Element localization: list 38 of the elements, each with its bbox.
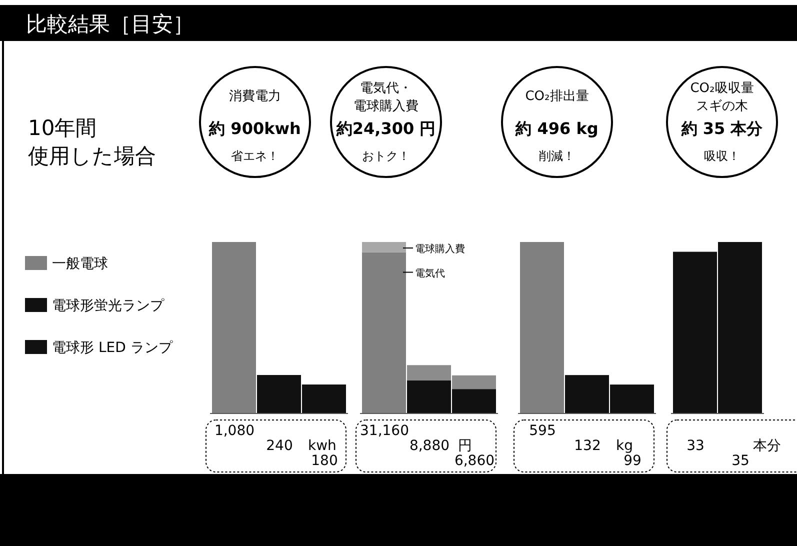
text: 約 900kwh xyxy=(208,119,301,138)
text: 比較結果［目安］ xyxy=(26,12,194,36)
bar xyxy=(362,242,406,252)
chart-title: 消費電力 xyxy=(229,89,281,104)
text: kg xyxy=(616,438,633,454)
text: 省エネ！ xyxy=(231,149,279,163)
data-label: 1,080 xyxy=(214,423,255,439)
text: 本分 xyxy=(753,438,781,454)
text: 円 xyxy=(458,438,472,454)
data-label: 99 xyxy=(624,453,642,469)
text: 削減！ xyxy=(539,149,575,163)
data-label: 240 xyxy=(266,438,293,454)
text: 約 35 本分 xyxy=(680,119,764,138)
data-label: 180 xyxy=(311,453,338,469)
chart-subtitle: 電球購入費 xyxy=(354,99,418,114)
text: 8,880 xyxy=(409,438,450,454)
chart-title: CO₂排出量 xyxy=(525,89,589,104)
text: 使用した場合 xyxy=(28,144,156,168)
text: 吸収！ xyxy=(704,149,740,163)
legend-label: 電球形蛍光ランプ xyxy=(52,298,165,314)
chart-title: CO₂吸収量 xyxy=(690,81,754,96)
chart-subtitle: スギの木 xyxy=(696,99,748,114)
series-label: 電球購入費 xyxy=(415,243,465,255)
text: 約 496 kg xyxy=(514,119,598,138)
text: おトク！ xyxy=(362,149,410,163)
legend-label: 電球形 LED ランプ xyxy=(52,340,174,356)
text: 10年間 xyxy=(28,116,97,140)
text: 6,860 xyxy=(454,453,495,469)
text: kwh xyxy=(308,438,336,454)
data-label: 595 xyxy=(529,423,556,439)
series-label: 電気代 xyxy=(415,268,445,280)
text: 31,160 xyxy=(360,423,409,439)
data-label: 33 xyxy=(686,438,704,454)
data-label: 132 xyxy=(574,438,601,454)
legend-label: 一般電球 xyxy=(52,256,108,272)
chart-title: 電気代・ xyxy=(360,81,412,96)
data-label: 35 xyxy=(732,453,750,469)
text: 約24,300 円 xyxy=(335,119,436,138)
